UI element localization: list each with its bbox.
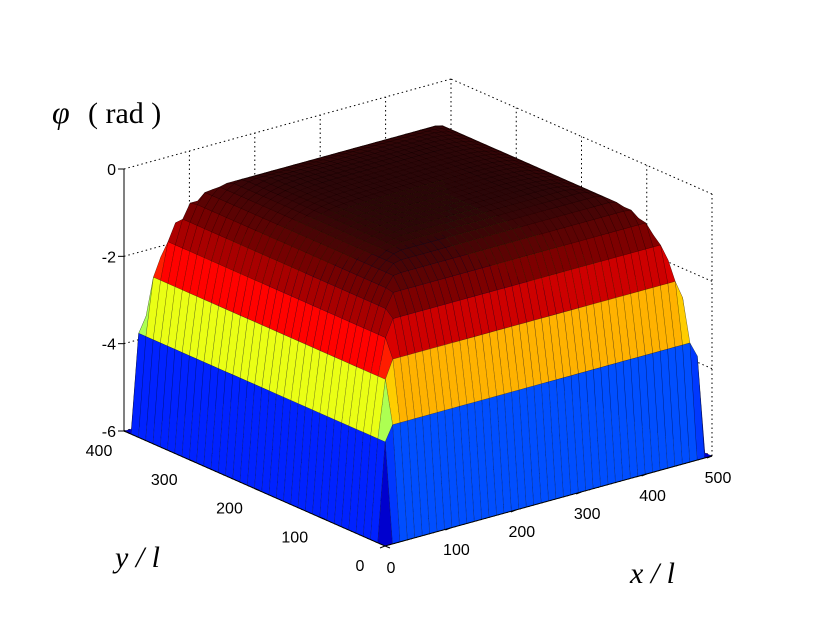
x-tick-mark [510,509,516,513]
z-tick-label: -6 [102,424,116,441]
x-tick-label: 400 [639,488,666,505]
z-axis-unit: ( rad ) [88,97,161,130]
y-tick-label: 300 [151,472,178,489]
y-tick-mark [189,459,195,463]
x-tick-label: 100 [443,542,470,559]
y-tick-mark [123,430,130,434]
y-tick-label: 100 [281,529,308,546]
y-axis-title: y / l [112,541,160,574]
y-tick-mark [254,488,260,491]
x-axis-title: x / l [629,557,675,590]
z-tick-label: -2 [102,249,116,266]
x-tick-label: 300 [574,506,601,523]
z-tick-label: 0 [107,162,116,179]
y-tick-mark [319,516,325,520]
x-axis-line [384,455,713,547]
y-tick-label: 0 [356,558,365,575]
tick-labels: 0 100 200 300 400 500 0 100 200 300 400 0 -2 -4 -6 [86,162,732,577]
x-tick-mark [379,545,386,549]
x-tick-label: 500 [705,470,732,487]
x-tick-mark [641,473,647,477]
y-tick-label: 200 [216,501,243,518]
x-tick-mark [706,455,713,459]
z-axis-symbol: φ [52,94,70,130]
z-tick-label: -4 [102,337,116,354]
x-tick-mark [576,491,582,495]
surface-mesh [123,125,713,547]
chart-axes [118,168,713,549]
x-tick-label: 0 [387,560,396,577]
y-tick-label: 400 [86,443,113,460]
y-tick-mark [384,545,391,549]
x-tick-mark [445,527,451,531]
x-tick-label: 200 [508,524,535,541]
